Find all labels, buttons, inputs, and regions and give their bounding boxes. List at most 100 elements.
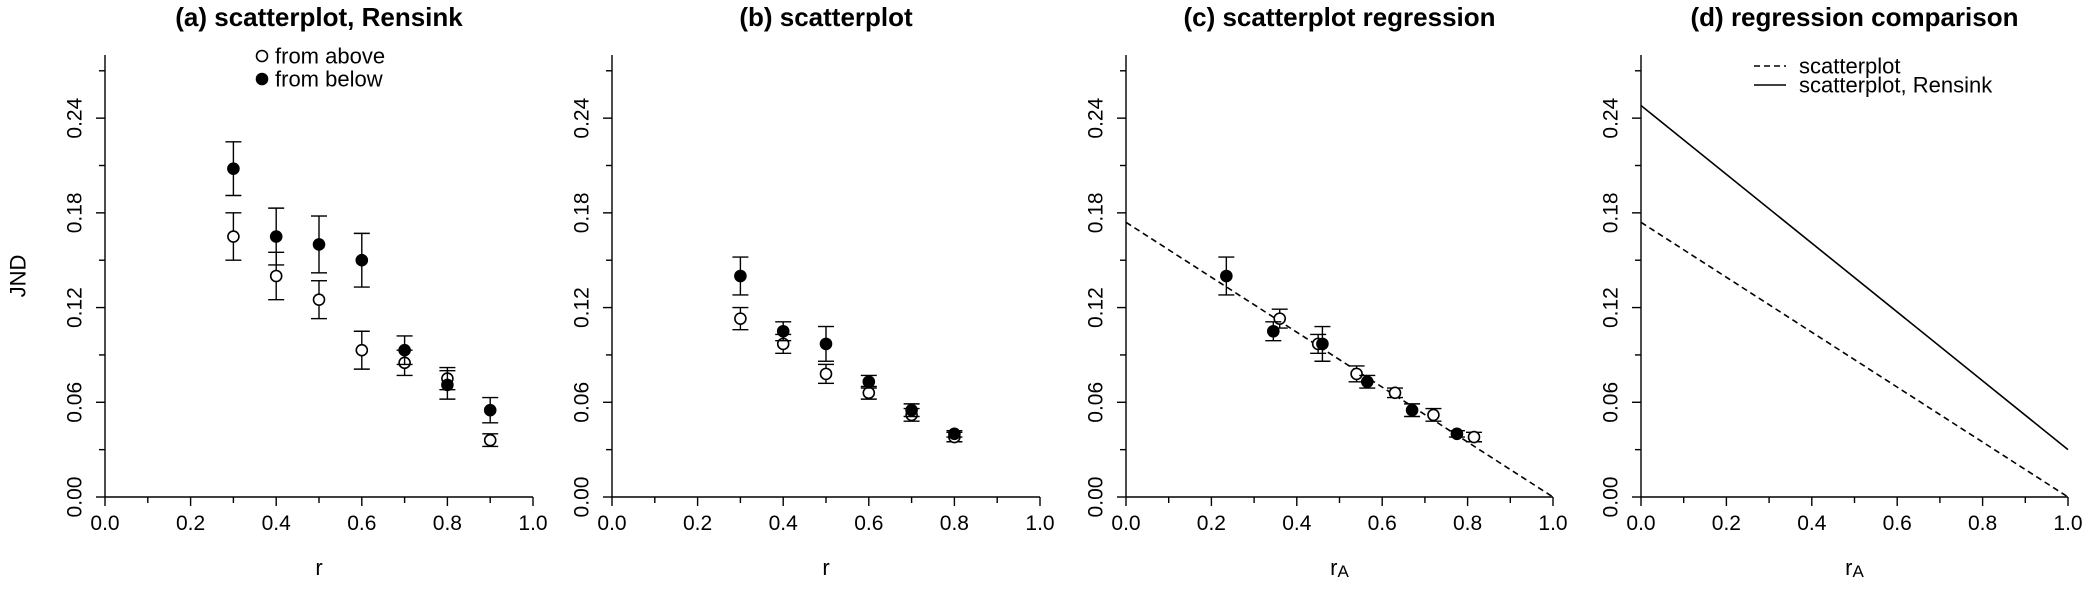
legend-marker-filled [255, 72, 269, 86]
data-point-from-below [269, 230, 283, 243]
y-tick-label: 0.12 [1600, 287, 1623, 328]
data-point-from-above [734, 312, 747, 325]
x-tick-label: 1.0 [1025, 512, 1054, 535]
x-axis-label: r [822, 555, 829, 580]
panel-title: (c) scatterplot regression [1183, 2, 1495, 32]
y-tick-label: 0.00 [1085, 477, 1108, 518]
regression-line-dashed [1125, 221, 1554, 498]
x-axis-label: rA [1845, 555, 1864, 581]
regression-line-dashed [1640, 221, 2069, 498]
x-tick-label: 0.0 [90, 512, 119, 535]
data-point-from-above [862, 386, 876, 400]
panel-2: (b) scatterplot 0.00 0.06 0.12 0.18 0.24 0.0 0.… [571, 2, 1055, 580]
x-tick-label: 0.0 [1111, 512, 1140, 535]
x-axis-label-subscript: A [1337, 562, 1349, 581]
x-axis-label: r [315, 555, 322, 580]
y-tick-label: 0.12 [571, 287, 594, 328]
data-point-from-below [355, 253, 369, 267]
x-tick-label: 0.4 [769, 512, 799, 535]
x-tick-label: 0.4 [1797, 512, 1827, 535]
legend-label: scatterplot [1799, 54, 1901, 79]
data-point-from-above [227, 230, 240, 243]
panel-title: (b) scatterplot [739, 2, 913, 32]
data-point-from-below [734, 269, 747, 283]
data-point-from-below [441, 378, 454, 392]
legend-marker-open [255, 49, 269, 63]
panel-1: (a) scatterplot, Rensink 0.00 0.06 0.12 0.18… [6, 2, 548, 580]
x-tick-label: 1.0 [2053, 512, 2082, 535]
data-point-from-above [819, 367, 833, 381]
x-tick-label: 0.2 [683, 512, 712, 535]
y-tick-label: 0.06 [1600, 382, 1623, 423]
x-tick-label: 1.0 [518, 512, 547, 535]
data-point-from-above [1388, 386, 1402, 400]
y-tick-label: 0.12 [1085, 287, 1108, 328]
data-point-from-above [355, 343, 369, 357]
x-tick-label: 0.2 [1197, 512, 1226, 535]
y-tick-label: 0.00 [571, 477, 594, 518]
y-tick-label: 0.18 [1600, 192, 1623, 233]
y-tick-label: 0.06 [64, 382, 87, 423]
x-tick-label: 0.6 [854, 512, 883, 535]
data-point-from-above [1427, 408, 1440, 422]
data-point-from-below [398, 343, 411, 357]
x-axis-label: rA [1330, 555, 1349, 581]
y-tick-label: 0.24 [64, 97, 87, 138]
x-tick-label: 0.6 [1368, 512, 1397, 535]
legend-label: scatterplot, Rensink [1799, 73, 1993, 98]
y-tick-label: 0.18 [571, 192, 594, 233]
data-point-from-below [1267, 324, 1280, 338]
y-tick-label: 0.06 [571, 382, 594, 423]
y-tick-label: 0.18 [64, 192, 87, 233]
data-point-from-below [1450, 427, 1464, 441]
x-tick-label: 0.2 [1712, 512, 1741, 535]
data-point-from-below [948, 427, 961, 441]
x-tick-label: 0.4 [1282, 512, 1312, 535]
y-tick-label: 0.18 [1085, 192, 1108, 233]
data-point-from-above [269, 269, 283, 283]
data-point-from-above [1467, 430, 1481, 444]
y-tick-label: 0.00 [1600, 477, 1623, 518]
data-point-from-below [312, 238, 326, 251]
panel-4: (d) regression comparison 0.00 0.06 0.12 0.1… [1600, 2, 2083, 581]
x-tick-label: 0.6 [347, 512, 376, 535]
x-tick-label: 0.8 [940, 512, 969, 535]
data-point-from-below [1405, 403, 1419, 417]
data-point-from-below [776, 324, 790, 338]
y-tick-label: 0.12 [64, 287, 87, 328]
data-point-from-below [1360, 375, 1374, 389]
data-point-from-below [905, 403, 918, 417]
data-point-from-below [227, 162, 240, 175]
data-point-from-above [483, 433, 497, 447]
x-tick-label: 0.8 [433, 512, 462, 535]
regression-line-solid [1640, 104, 2069, 451]
x-axis-label-subscript: A [1852, 562, 1864, 581]
y-tick-label: 0.24 [1085, 97, 1108, 138]
data-point-from-above [1350, 367, 1363, 381]
y-tick-label: 0.06 [1085, 382, 1108, 423]
y-tick-label: 0.24 [571, 97, 594, 138]
x-tick-label: 0.0 [597, 512, 626, 535]
x-tick-label: 0.8 [1453, 512, 1482, 535]
data-point-from-below [1220, 269, 1233, 283]
x-tick-label: 0.0 [1626, 512, 1655, 535]
legend-label: from above [275, 44, 385, 69]
x-tick-label: 0.6 [1883, 512, 1912, 535]
x-axis-label-main: r [1845, 555, 1852, 580]
data-point-from-below [483, 403, 497, 417]
data-point-from-above [312, 293, 326, 306]
x-tick-label: 0.4 [262, 512, 292, 535]
data-point-from-below [862, 375, 876, 389]
x-tick-label: 1.0 [1538, 512, 1567, 535]
data-point-from-below [819, 337, 833, 351]
y-tick-label: 0.00 [64, 477, 87, 518]
x-tick-label: 0.8 [1968, 512, 1997, 535]
panel-3: (c) scatterplot regression 0.00 0.06 0.12 0.… [1085, 2, 1568, 581]
legend-label: from below [275, 67, 383, 92]
y-tick-label: 0.24 [1600, 97, 1623, 138]
y-axis-label: JND [6, 255, 31, 298]
x-axis-label-main: r [1330, 555, 1337, 580]
x-tick-label: 0.2 [176, 512, 205, 535]
panel-title: (a) scatterplot, Rensink [175, 2, 463, 32]
